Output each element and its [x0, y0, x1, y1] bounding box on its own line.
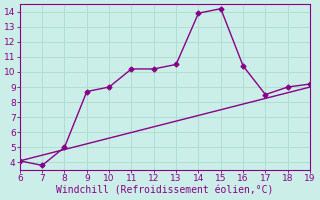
X-axis label: Windchill (Refroidissement éolien,°C): Windchill (Refroidissement éolien,°C): [56, 186, 274, 196]
